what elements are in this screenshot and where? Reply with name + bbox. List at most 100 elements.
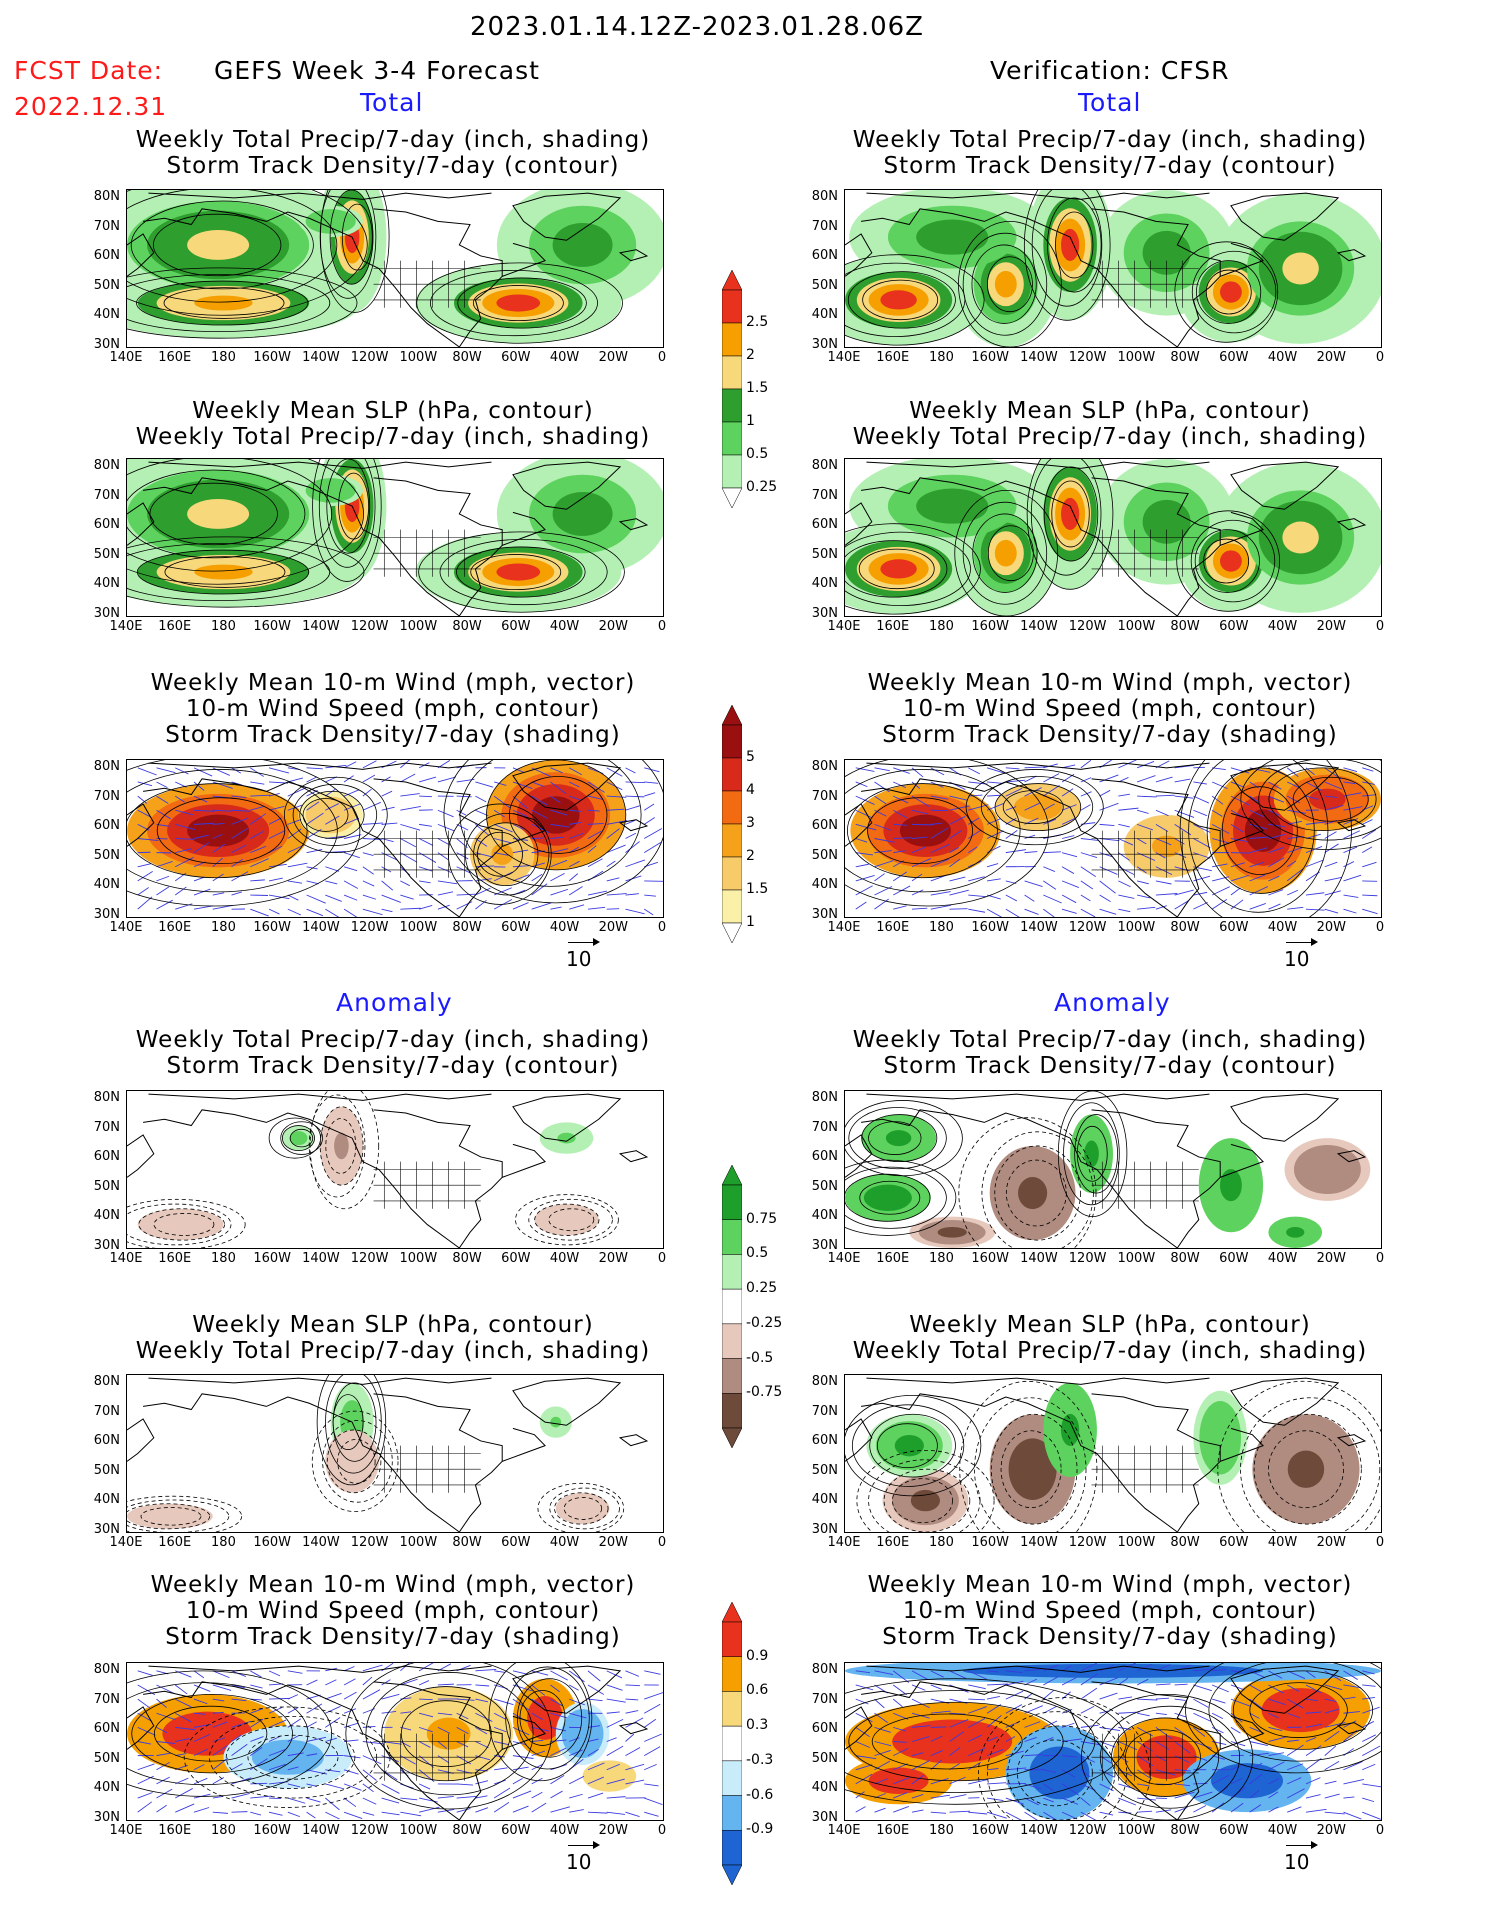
left-total-label: Total (360, 88, 424, 117)
panel-title-line: Weekly Mean SLP (hPa, contour) (192, 1312, 594, 1338)
wind-vector (607, 782, 623, 790)
wind-vector (950, 816, 966, 824)
wind-vector (1062, 1723, 1074, 1727)
wind-vector (494, 1802, 509, 1812)
lon-tick-label: 160W (253, 1823, 291, 1838)
contour-line (1192, 251, 1276, 333)
wind-vector (1362, 862, 1376, 866)
colorbar-swatch (722, 856, 742, 891)
contour-line (554, 1493, 608, 1524)
wind-vector (344, 790, 359, 796)
wind-vector (1081, 909, 1095, 917)
contour-line (509, 776, 607, 853)
shade-field (1023, 799, 1053, 816)
contour-line (430, 270, 597, 335)
wind-vector (1118, 1798, 1136, 1805)
wind-vector (1250, 848, 1268, 853)
lon-tick-label: 140W (302, 1251, 340, 1266)
contour-line (473, 285, 563, 320)
wind-vector (644, 817, 654, 824)
wind-vector (138, 796, 147, 803)
wind-vector (931, 892, 951, 895)
wind-vector (156, 900, 172, 909)
wind-vector (532, 1792, 543, 1798)
wind-vector (1100, 803, 1119, 810)
wind-vector (968, 1707, 986, 1714)
lon-tick-label: 60W (1219, 350, 1249, 365)
wind-vector (138, 1671, 153, 1676)
colorbar-swatch (722, 1656, 742, 1692)
wind-vector (588, 1671, 600, 1681)
wind-vector (419, 777, 436, 782)
wind-vector (893, 1685, 906, 1695)
lat-tick-label: 60N (811, 1721, 838, 1736)
wind-vector (438, 1713, 452, 1715)
wind-vector (382, 867, 391, 872)
colorbar-label: -0.25 (746, 1314, 783, 1331)
wind-vector (138, 1764, 155, 1770)
wind-vector (213, 810, 232, 811)
wind-vector (194, 1764, 204, 1769)
wind-vector (269, 1737, 280, 1742)
lat-tick-label: 80N (811, 759, 838, 774)
wind-vector (1062, 836, 1074, 839)
shade-field (994, 270, 1017, 298)
wind-vector (419, 905, 432, 909)
wind-vector (1006, 1798, 1024, 1804)
lon-tick-label: 20W (1316, 1823, 1346, 1838)
wind-vector (1175, 1756, 1189, 1763)
wind-vector (1156, 893, 1177, 895)
shade-field (1018, 1450, 1048, 1488)
coastline (1338, 1435, 1365, 1446)
wind-vector (1268, 1671, 1282, 1679)
wind-vector (1156, 839, 1171, 845)
wind-vector (269, 1764, 286, 1769)
wind-vector (232, 1744, 248, 1755)
coastline (148, 193, 491, 199)
panel-title-line: Storm Track Density/7-day (contour) (166, 1053, 620, 1079)
wind-vector (344, 835, 361, 839)
wind-vector (1287, 1764, 1303, 1770)
colorbar-swatch (722, 1323, 742, 1359)
wind-vector (1268, 1685, 1283, 1693)
wind-vector (250, 1747, 262, 1755)
colorbar-swatch (722, 757, 742, 792)
wind-vector (213, 893, 224, 895)
lon-tick-label: 0 (1375, 920, 1385, 935)
wind-vector (1287, 907, 1303, 909)
wind-vector (1193, 892, 1207, 895)
wind-vector (625, 782, 644, 783)
wind-vector (457, 810, 466, 815)
wind-vector (569, 1750, 582, 1756)
wind-vector (307, 1812, 316, 1818)
contour-line (1175, 242, 1278, 342)
wind-vector (250, 846, 266, 852)
wind-vector (1325, 796, 1337, 797)
wind-vector (550, 796, 560, 802)
panel-title-line: Storm Track Density/7-day (contour) (883, 1053, 1337, 1079)
contour-line (127, 190, 337, 302)
wind-vector (1006, 1671, 1023, 1673)
contour-line (1241, 760, 1381, 849)
wind-vector (1287, 1713, 1300, 1718)
coastline (374, 478, 503, 616)
wind-vector (856, 1685, 873, 1690)
coastline (620, 820, 647, 831)
vector-reference-value: 10 (1284, 1850, 1310, 1874)
lat-tick-label: 30N (811, 906, 838, 922)
wind-vector (625, 1671, 638, 1677)
wind-vector (438, 1684, 454, 1685)
lon-tick-label: 160E (158, 1535, 192, 1550)
wind-vector (1137, 1770, 1152, 1779)
wind-vector (325, 1680, 336, 1685)
wind-vector (1043, 909, 1057, 917)
wind-vector (1231, 1764, 1244, 1769)
colorbar-swatches (722, 1602, 742, 1885)
contour-line (165, 557, 285, 588)
wind-vector (1325, 782, 1342, 789)
wind-vector (1231, 768, 1249, 773)
wind-vector (250, 831, 263, 838)
lon-tick-label: 140W (1020, 1535, 1058, 1550)
wind-vector (931, 1711, 951, 1713)
wind-vector (912, 847, 925, 853)
